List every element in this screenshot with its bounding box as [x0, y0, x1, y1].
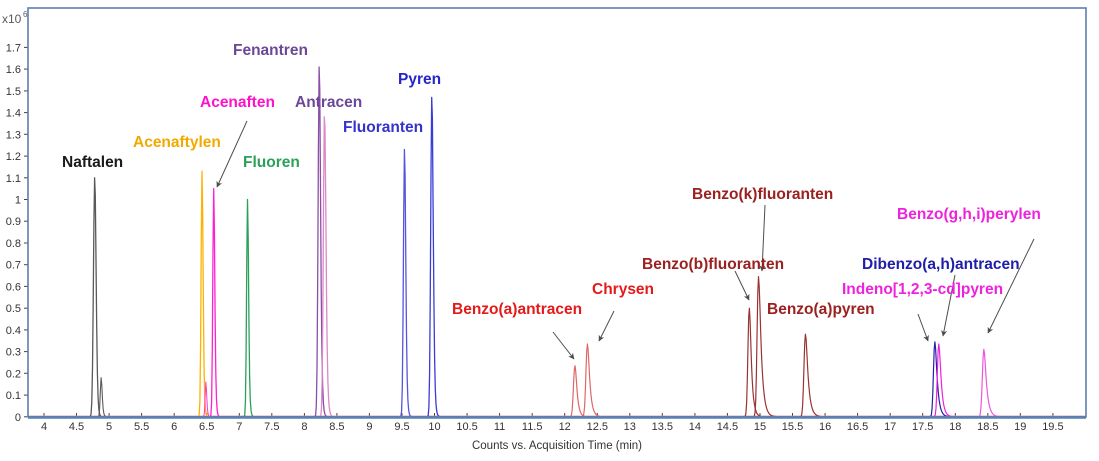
- svg-text:Benzo(b)fluoranten: Benzo(b)fluoranten: [642, 256, 784, 273]
- svg-text:6.5: 6.5: [199, 421, 214, 433]
- svg-text:1.1: 1.1: [6, 173, 21, 185]
- svg-text:16.5: 16.5: [847, 421, 868, 433]
- svg-text:6: 6: [171, 421, 177, 433]
- svg-text:1.7: 1.7: [6, 42, 21, 54]
- svg-text:1: 1: [15, 195, 21, 207]
- svg-text:10.5: 10.5: [456, 421, 477, 433]
- svg-text:6: 6: [23, 10, 28, 19]
- svg-text:Pyren: Pyren: [398, 71, 441, 88]
- svg-text:Fluoren: Fluoren: [243, 154, 300, 171]
- svg-text:0.3: 0.3: [6, 347, 21, 359]
- svg-text:5: 5: [106, 421, 112, 433]
- svg-text:0.1: 0.1: [6, 390, 21, 402]
- svg-text:x10: x10: [2, 12, 22, 26]
- svg-text:Dibenzo(a,h)antracen: Dibenzo(a,h)antracen: [862, 256, 1020, 273]
- svg-text:0.2: 0.2: [6, 368, 21, 380]
- svg-text:Counts vs. Acquisition Time (m: Counts vs. Acquisition Time (min): [472, 440, 642, 452]
- svg-text:14.5: 14.5: [717, 421, 738, 433]
- svg-text:8.5: 8.5: [329, 421, 344, 433]
- svg-text:4.5: 4.5: [69, 421, 84, 433]
- svg-text:0.4: 0.4: [6, 325, 21, 337]
- svg-text:1.4: 1.4: [6, 108, 21, 120]
- svg-text:18: 18: [949, 421, 961, 433]
- svg-text:0: 0: [15, 412, 21, 424]
- svg-text:13.5: 13.5: [652, 421, 673, 433]
- svg-text:12.5: 12.5: [587, 421, 608, 433]
- svg-text:15.5: 15.5: [782, 421, 803, 433]
- svg-text:11: 11: [494, 421, 505, 433]
- svg-text:16: 16: [819, 421, 831, 433]
- svg-text:4: 4: [41, 421, 47, 433]
- svg-text:19.5: 19.5: [1042, 421, 1063, 433]
- svg-text:Naftalen: Naftalen: [62, 154, 123, 171]
- svg-text:19: 19: [1014, 421, 1026, 433]
- svg-text:11.5: 11.5: [522, 421, 543, 433]
- svg-text:17: 17: [884, 421, 896, 433]
- svg-text:0.8: 0.8: [6, 238, 21, 250]
- svg-text:8: 8: [301, 421, 307, 433]
- svg-text:1.5: 1.5: [6, 86, 21, 98]
- svg-text:12: 12: [559, 421, 571, 433]
- svg-text:14: 14: [689, 421, 701, 433]
- svg-text:Fluoranten: Fluoranten: [343, 119, 423, 136]
- svg-text:9.5: 9.5: [394, 421, 409, 433]
- svg-text:9: 9: [366, 421, 372, 433]
- svg-text:18.5: 18.5: [977, 421, 998, 433]
- svg-text:Benzo(g,h,i)perylen: Benzo(g,h,i)perylen: [897, 206, 1041, 223]
- svg-text:0.7: 0.7: [6, 260, 21, 272]
- svg-text:Acenaften: Acenaften: [200, 94, 275, 111]
- svg-text:1.3: 1.3: [6, 129, 21, 141]
- svg-text:13: 13: [624, 421, 636, 433]
- svg-text:Chrysen: Chrysen: [592, 281, 654, 298]
- svg-text:1.6: 1.6: [6, 64, 21, 76]
- svg-text:10: 10: [428, 421, 440, 433]
- svg-text:17.5: 17.5: [912, 421, 933, 433]
- svg-text:Indeno[1,2,3-cd]pyren: Indeno[1,2,3-cd]pyren: [842, 281, 1003, 298]
- svg-text:0.5: 0.5: [6, 303, 21, 315]
- svg-text:0.9: 0.9: [6, 216, 21, 228]
- svg-text:Benzo(a)pyren: Benzo(a)pyren: [767, 301, 875, 318]
- svg-text:7.5: 7.5: [264, 421, 279, 433]
- svg-text:15: 15: [754, 421, 766, 433]
- svg-text:1.2: 1.2: [6, 151, 21, 163]
- svg-text:Antracen: Antracen: [295, 94, 362, 111]
- svg-text:Benzo(a)antracen: Benzo(a)antracen: [452, 301, 582, 318]
- svg-text:Acenaftylen: Acenaftylen: [133, 134, 221, 151]
- svg-text:5.5: 5.5: [134, 421, 149, 433]
- svg-text:7: 7: [236, 421, 242, 433]
- svg-text:Benzo(k)fluoranten: Benzo(k)fluoranten: [692, 186, 833, 203]
- svg-text:0.6: 0.6: [6, 281, 21, 293]
- svg-text:Fenantren: Fenantren: [233, 42, 308, 59]
